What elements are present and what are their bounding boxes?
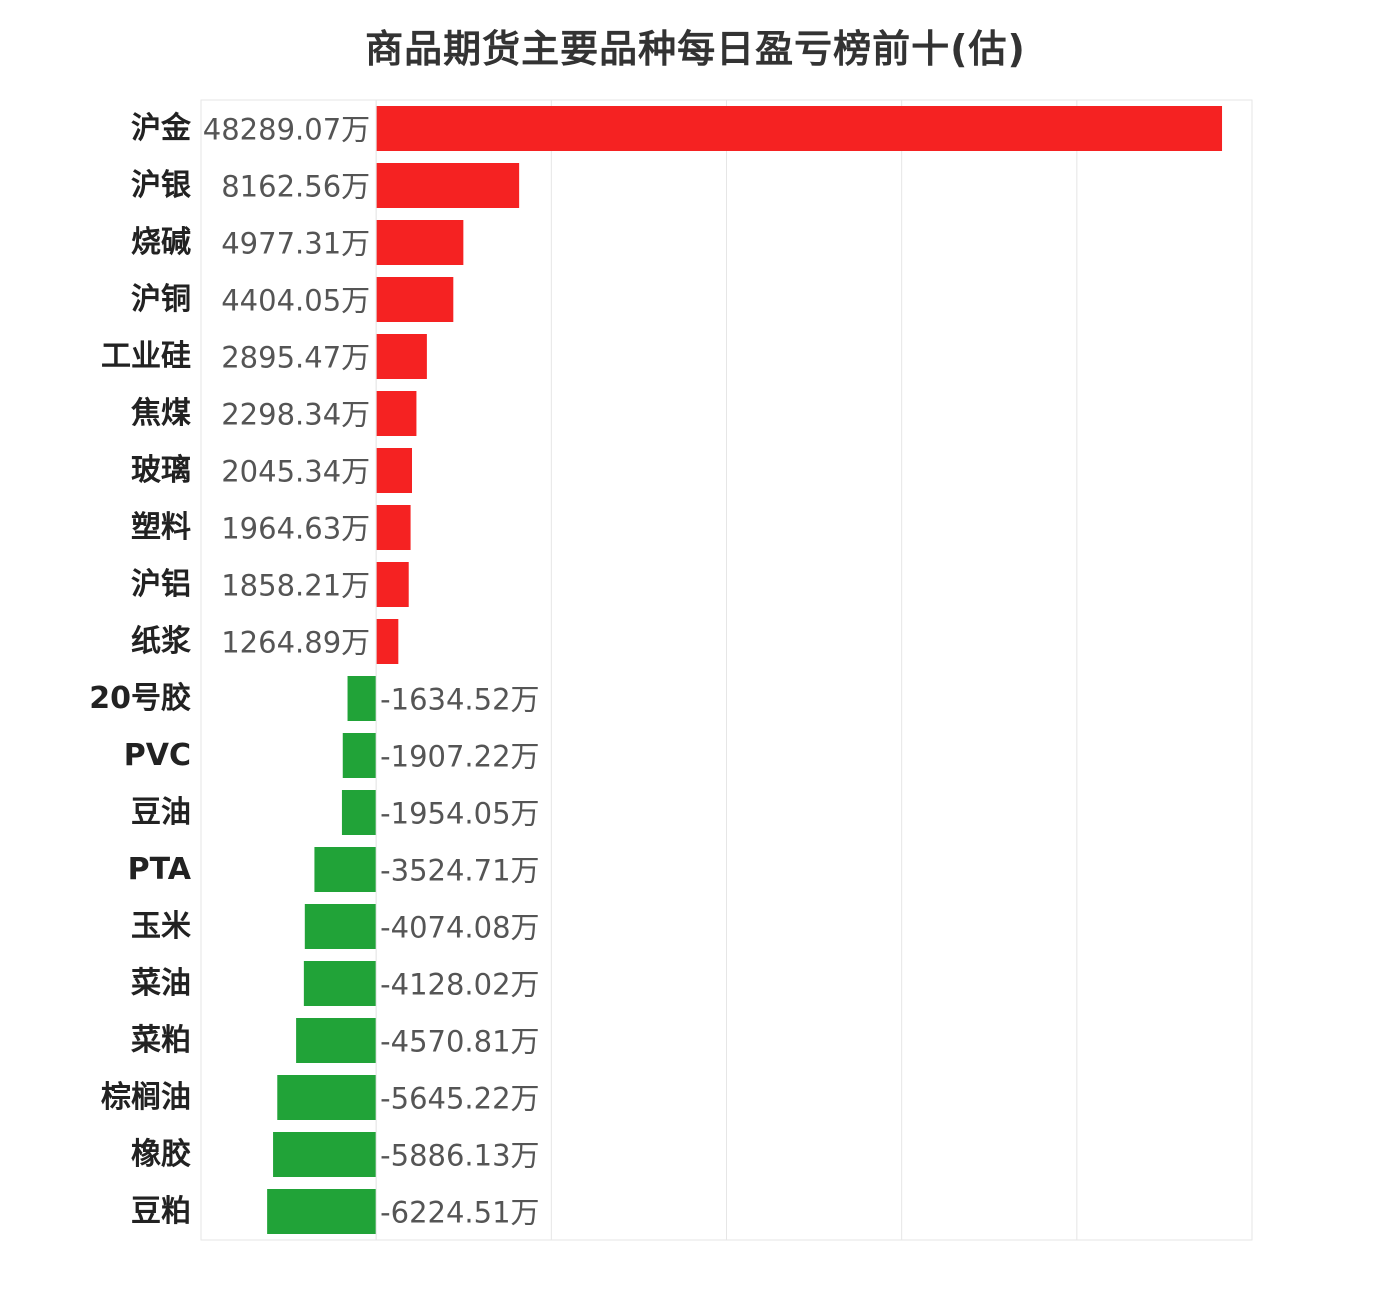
value-label: 48289.07万 — [203, 113, 370, 147]
value-label: -1907.22万 — [380, 740, 539, 774]
value-label: 4404.05万 — [221, 284, 370, 318]
value-label: -3524.71万 — [380, 854, 539, 888]
category-label: 豆油 — [131, 795, 191, 830]
value-label: -5645.22万 — [380, 1082, 539, 1116]
bar-8 — [376, 505, 411, 550]
category-label: PVC — [124, 738, 191, 773]
category-label: 豆粕 — [131, 1194, 191, 1229]
category-label: PTA — [128, 852, 192, 887]
category-label: 塑料 — [131, 510, 191, 545]
category-label: 玻璃 — [131, 453, 191, 488]
value-label: 1964.63万 — [221, 512, 370, 546]
category-label: 焦煤 — [131, 396, 191, 431]
category-label: 纸浆 — [131, 624, 191, 659]
value-label: 2895.47万 — [221, 341, 370, 375]
value-label: -4128.02万 — [380, 968, 539, 1002]
bar-9 — [376, 562, 409, 607]
bar-10 — [376, 619, 399, 664]
bar-15 — [304, 904, 377, 949]
value-label: -5886.13万 — [380, 1139, 539, 1173]
category-label: 沪银 — [131, 168, 191, 203]
category-label: 棕榈油 — [101, 1080, 191, 1115]
value-label: -4074.08万 — [380, 911, 539, 945]
category-label: 菜油 — [131, 966, 191, 1001]
bar-12 — [342, 733, 377, 778]
bar-4 — [376, 277, 454, 322]
category-label: 沪铜 — [131, 282, 191, 317]
value-label: -1634.52万 — [380, 683, 539, 717]
bar-2 — [376, 163, 520, 208]
bar-17 — [296, 1018, 377, 1063]
category-label: 烧碱 — [131, 225, 191, 260]
category-label: 玉米 — [131, 909, 191, 944]
bar-11 — [347, 676, 377, 721]
value-label: 4977.31万 — [221, 227, 370, 261]
bar-20 — [267, 1189, 377, 1234]
bar-13 — [341, 790, 377, 835]
bar-14 — [314, 847, 377, 892]
value-label: -1954.05万 — [380, 797, 539, 831]
bar-5 — [376, 334, 427, 379]
category-label: 沪金 — [131, 111, 192, 146]
value-label: 1264.89万 — [221, 626, 370, 660]
category-label: 橡胶 — [131, 1137, 191, 1172]
chart-title: 商品期货主要品种每日盈亏榜前十(估) — [365, 27, 1026, 71]
value-label: 2045.34万 — [221, 455, 370, 489]
category-label: 菜粕 — [131, 1023, 191, 1058]
bar-3 — [376, 220, 464, 265]
value-label: -4570.81万 — [380, 1025, 539, 1059]
bar-18 — [277, 1075, 377, 1120]
value-label: 8162.56万 — [221, 170, 370, 204]
bar-6 — [376, 391, 417, 436]
category-label: 工业硅 — [101, 339, 191, 374]
value-label: 2298.34万 — [221, 398, 370, 432]
bar-19 — [273, 1132, 377, 1177]
category-label: 沪铝 — [131, 567, 191, 602]
bar-1 — [376, 106, 1223, 151]
bar-7 — [376, 448, 412, 493]
value-label: 1858.21万 — [221, 569, 370, 603]
bar-16 — [303, 961, 377, 1006]
value-label: -6224.51万 — [380, 1196, 539, 1230]
category-label: 20号胶 — [89, 681, 191, 716]
